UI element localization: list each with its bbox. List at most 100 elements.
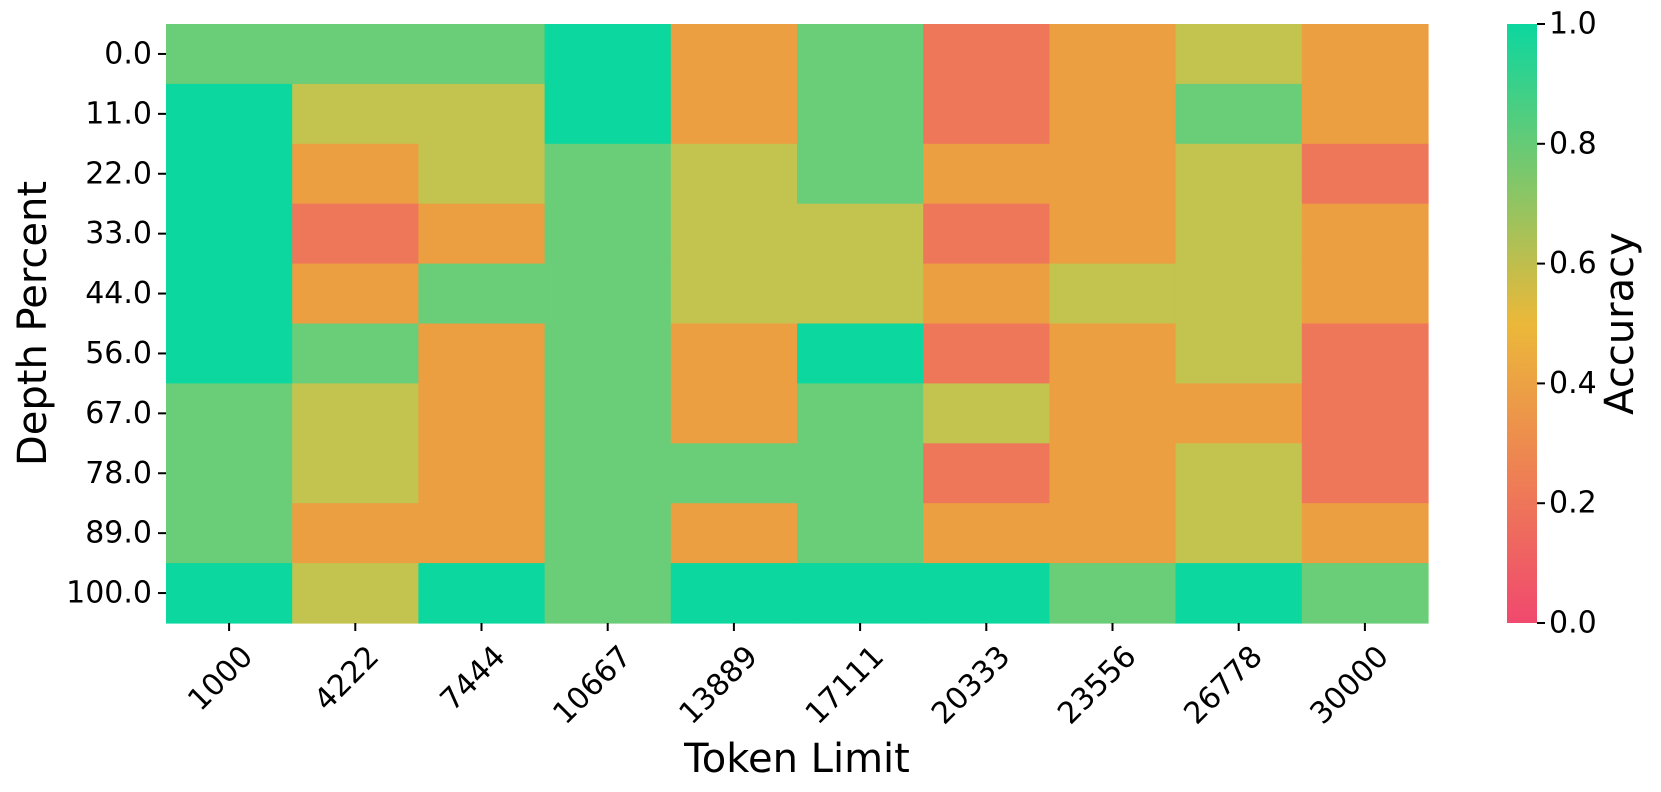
- colorbar-label: Accuracy: [1597, 232, 1643, 415]
- heatmap-cell: [1049, 143, 1177, 205]
- heatmap-cell: [797, 383, 924, 444]
- x-tick-label: 1000: [181, 639, 260, 718]
- heatmap-cell: [1049, 263, 1177, 325]
- heatmap-cell: [544, 443, 672, 504]
- heatmap-cell: [166, 503, 293, 564]
- heatmap-cell: [670, 323, 798, 384]
- heatmap-cell: [1049, 443, 1177, 504]
- heatmap-cell: [1301, 323, 1429, 384]
- heatmap-cell: [292, 143, 419, 205]
- heatmap-cell: [1175, 143, 1303, 205]
- heatmap-cell: [292, 383, 419, 444]
- heatmap-cell: [797, 323, 924, 384]
- heatmap-cell: [923, 143, 1050, 205]
- heatmap-cell: [1301, 383, 1429, 444]
- y-tick-label: 100.0: [66, 576, 152, 611]
- heatmap-cell: [1049, 503, 1177, 564]
- heatmap-cell: [418, 203, 546, 265]
- heatmap-cell: [670, 143, 798, 205]
- heatmap-cell: [166, 143, 293, 205]
- heatmap-cell: [418, 443, 546, 504]
- colorbar-tick-label: 0.0: [1549, 606, 1597, 641]
- heatmap-cell: [670, 263, 798, 325]
- y-axis-label: Depth Percent: [10, 181, 56, 466]
- heatmap-cell: [797, 443, 924, 504]
- heatmap-cell: [797, 563, 924, 624]
- heatmap-cell: [1049, 383, 1177, 444]
- heatmap-cell: [418, 24, 546, 85]
- heatmap-cell: [418, 563, 546, 624]
- y-tick-label: 44.0: [85, 276, 152, 311]
- y-tick-label: 11.0: [85, 96, 152, 131]
- heatmap-cell: [1175, 563, 1303, 624]
- x-tick-label: 30000: [1304, 639, 1396, 731]
- heatmap-cell: [1049, 563, 1177, 624]
- y-tick-label: 56.0: [85, 336, 152, 371]
- heatmap-cell: [1301, 203, 1429, 265]
- heatmap-cell: [923, 263, 1050, 325]
- colorbar-ticks: 0.0 0.2 0.4 0.6 0.8 1.0: [1537, 7, 1597, 641]
- y-tick-label: 67.0: [85, 396, 152, 431]
- colorbar-tick-label: 0.4: [1549, 366, 1597, 401]
- heatmap-cell: [670, 203, 798, 265]
- x-tick-label: 17111: [799, 639, 891, 731]
- heatmap-cell: [1049, 323, 1177, 384]
- colorbar-gradient: [1507, 24, 1537, 623]
- heatmap-cell: [923, 83, 1050, 145]
- heatmap-cell: [166, 263, 293, 325]
- heatmap-cell: [166, 83, 293, 145]
- heatmap-cell: [670, 443, 798, 504]
- heatmap-cell: [544, 263, 672, 325]
- heatmap-cell: [1301, 24, 1429, 85]
- heatmap-cell: [166, 383, 293, 444]
- heatmap-cell: [797, 503, 924, 564]
- heatmap-cell: [1301, 143, 1429, 205]
- heatmap-cell: [1049, 24, 1177, 85]
- heatmap-cell: [418, 503, 546, 564]
- heatmap-cell: [923, 383, 1050, 444]
- x-tick-label: 23556: [1051, 639, 1143, 731]
- heatmap-cell: [1301, 563, 1429, 624]
- heatmap-cell: [797, 83, 924, 145]
- heatmap-cell: [1175, 83, 1303, 145]
- x-tick-label: 13889: [673, 639, 765, 731]
- heatmap-cell: [797, 263, 924, 325]
- heatmap-cell: [166, 443, 293, 504]
- heatmap-cell: [1175, 323, 1303, 384]
- heatmap-cell: [1175, 503, 1303, 564]
- heatmap-cell: [166, 203, 293, 265]
- heatmap-cell: [292, 323, 419, 384]
- heatmap-cell: [1049, 203, 1177, 265]
- heatmap-cell: [1301, 263, 1429, 325]
- heatmap-cell: [923, 563, 1050, 624]
- heatmap-cell: [923, 443, 1050, 504]
- heatmap-cell: [166, 563, 293, 624]
- heatmap-cell: [923, 503, 1050, 564]
- heatmap-cell: [1175, 263, 1303, 325]
- heatmap-cell: [418, 323, 546, 384]
- heatmap-cell: [292, 83, 419, 145]
- heatmap-cell: [923, 323, 1050, 384]
- x-tick-label: 7444: [434, 639, 513, 718]
- x-axis-ticks: 1000 4222 7444 10667 13889 17111 20333 23556 267…: [181, 623, 1396, 731]
- x-tick-label: 4222: [307, 639, 386, 718]
- x-tick-label: 10667: [546, 639, 638, 731]
- heatmap-cell: [1301, 503, 1429, 564]
- heatmap-cell: [797, 143, 924, 205]
- heatmap-cell: [292, 503, 419, 564]
- x-tick-label: 26778: [1177, 639, 1269, 731]
- heatmap-cell: [1175, 383, 1303, 444]
- heatmap-cell: [1175, 24, 1303, 85]
- x-tick-label: 20333: [925, 639, 1017, 731]
- heatmap-cell: [1049, 83, 1177, 145]
- y-tick-label: 33.0: [85, 216, 152, 251]
- heatmap-cell: [544, 563, 672, 624]
- colorbar-tick-label: 0.6: [1549, 246, 1597, 281]
- heatmap-cell: [418, 143, 546, 205]
- heatmap-cell: [544, 143, 672, 205]
- heatmap-cell: [1301, 83, 1429, 145]
- heatmap-cell: [797, 203, 924, 265]
- colorbar-tick-label: 0.2: [1549, 486, 1597, 521]
